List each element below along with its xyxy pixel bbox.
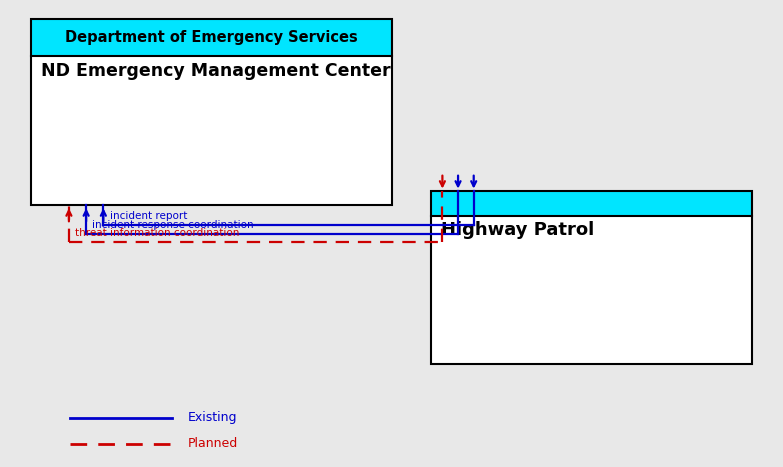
Bar	[31, 56, 392, 205]
Bar	[431, 191, 752, 216]
Text: Highway Patrol: Highway Patrol	[441, 221, 594, 239]
Text: incident report: incident report	[110, 212, 187, 221]
Text: ND Emergency Management Center: ND Emergency Management Center	[41, 62, 392, 80]
Text: threat information coordination: threat information coordination	[75, 228, 240, 238]
Text: Existing: Existing	[188, 411, 237, 425]
Bar	[431, 216, 752, 364]
Text: incident response coordination: incident response coordination	[92, 220, 254, 230]
Bar	[431, 191, 752, 364]
Bar	[31, 19, 392, 56]
Text: Department of Emergency Services: Department of Emergency Services	[65, 30, 358, 45]
Bar	[31, 19, 392, 205]
Text: Planned: Planned	[188, 437, 238, 450]
